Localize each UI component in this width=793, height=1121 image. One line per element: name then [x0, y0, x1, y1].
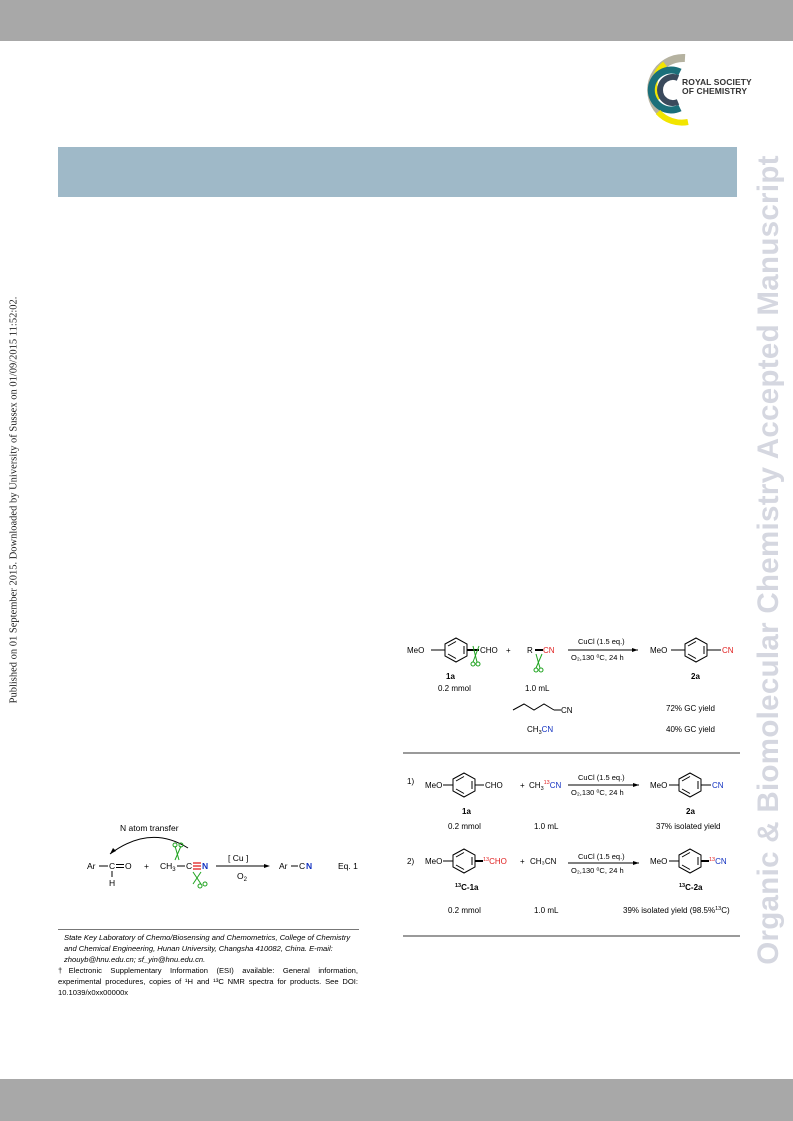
amount-nitrile: 1.0 mL	[525, 684, 550, 693]
bottom-footer-bar	[0, 1079, 793, 1121]
eq1-annotation: N atom transfer	[120, 823, 179, 833]
row2-reagent: CH3CN	[527, 725, 553, 736]
entry2-amount-sm: 0.2 mmol	[448, 906, 481, 915]
row1-cn: CN	[561, 706, 573, 715]
eq1-hydrogen: H	[109, 878, 115, 888]
amount-1a: 0.2 mmol	[438, 684, 471, 693]
product-meo: MeO	[650, 646, 667, 655]
entry1-conditions-top: CuCl (1.5 eq.)	[578, 773, 625, 782]
product-cn: CN	[722, 646, 734, 655]
entry2-reagent: CH₃CN	[530, 857, 557, 866]
eq1-ch3: CH3	[160, 861, 176, 873]
esi-note: †Electronic Supplementary Information (E…	[58, 966, 358, 997]
eq1-oxygen: O	[125, 861, 132, 871]
published-note-text: Published on 01 September 2015. Download…	[8, 296, 20, 704]
entry2-conditions-bottom: O₂,130 ⁰C, 24 h	[571, 866, 624, 875]
conditions-top: CuCl (1.5 eq.)	[578, 637, 625, 646]
entry1-conditions-bottom: O₂,130 ⁰C, 24 h	[571, 788, 624, 797]
label-1a: 1a	[446, 672, 455, 681]
entry1-reagent: CH313CN	[529, 780, 562, 792]
entry2-label-sm: 13C-1a	[455, 883, 479, 892]
scheme-divider-bottom	[403, 935, 740, 937]
entry2-product-benzene	[669, 848, 709, 874]
top-header-bar	[0, 0, 793, 41]
entry1-label-product: 2a	[686, 807, 695, 816]
eq1-oxidant: O2	[237, 871, 248, 883]
eq1-n: N	[202, 861, 208, 871]
scheme-2: 1) MeO CHO + CH313CN CuCl (1.5 eq.) O₂,1…	[407, 772, 730, 915]
logo-line1: ROYAL SOCIETY	[682, 77, 752, 87]
eq1-product-ar: Ar	[279, 861, 288, 871]
label-2a: 2a	[691, 672, 700, 681]
meo-label: MeO	[407, 646, 424, 655]
article-banner	[58, 147, 737, 197]
eq1-product-c: C	[299, 861, 305, 871]
entry1-yield: 37% isolated yield	[656, 822, 720, 831]
plus-sign: +	[506, 646, 511, 655]
entry1-label-sm: 1a	[462, 807, 471, 816]
entry2-number: 2)	[407, 857, 414, 866]
entry1-amount-reagent: 1.0 mL	[534, 822, 559, 831]
entry1-meo: MeO	[425, 781, 442, 790]
entry2-amount-reagent: 1.0 mL	[534, 906, 559, 915]
logo-line2: OF CHEMISTRY	[682, 86, 748, 96]
eq1-label: Eq. 1	[338, 861, 358, 871]
entry2-product-cn: 13CN	[709, 857, 727, 866]
row2-yield: 40% GC yield	[666, 725, 715, 734]
journal-title-text: Organic & Biomolecular Chemistry Accepte…	[752, 155, 785, 965]
entry1-number: 1)	[407, 777, 414, 786]
scissors-icon	[470, 645, 481, 667]
logo-text: ROYAL SOCIETY OF CHEMISTRY	[682, 78, 752, 96]
entry2-label-product: 13C-2a	[679, 883, 703, 892]
entry2-yield: 39% isolated yield (98.5%13C)	[623, 906, 730, 915]
cn-label-red: CN	[543, 646, 555, 655]
eq1-catalyst: [ Cu ]	[228, 853, 248, 863]
scissors-icon-2	[533, 653, 544, 673]
eq1-carbon: C	[109, 861, 115, 871]
entry1-benzene	[443, 772, 484, 798]
r-label: R	[527, 646, 533, 655]
benzene-ring-2a	[671, 637, 721, 663]
benzene-ring-1a	[431, 637, 479, 663]
entry2-conditions-top: CuCl (1.5 eq.)	[578, 852, 625, 861]
butyl-chain	[512, 703, 555, 711]
entry2-plus: +	[520, 857, 525, 866]
logo-ring-teal	[647, 66, 682, 114]
affiliation-text: State Key Laboratory of Chemo/Biosensing…	[64, 933, 351, 964]
conditions-bottom: O₂,130 ⁰C, 24 h	[571, 653, 624, 662]
footnote-rule	[58, 929, 359, 930]
n-transfer-arrow	[109, 836, 189, 855]
rsc-logo	[647, 53, 689, 126]
logo-ring-dark	[657, 74, 680, 106]
entry2-cho: 13CHO	[483, 857, 507, 866]
eq1-ar: Ar	[87, 861, 96, 871]
entry2-benzene	[443, 848, 483, 874]
eq1-c: C	[186, 861, 192, 871]
equation-1: N atom transfer Ar C O H + CH3 C N [ Cu …	[87, 823, 358, 889]
entry2-meo: MeO	[425, 857, 442, 866]
entry1-cho: CHO	[485, 781, 503, 790]
entry1-product-meo: MeO	[650, 781, 667, 790]
scheme-1: MeO CHO + R CN CuCl (1.5 eq.) O₂,130 ⁰C,…	[407, 637, 734, 736]
eq1-product-n: N	[306, 861, 312, 871]
logo-ring-yellow-bottom	[655, 109, 689, 126]
entry1-plus: +	[520, 781, 525, 790]
entry1-product-benzene	[669, 772, 711, 798]
eq1-scissors-icon	[172, 842, 208, 889]
scheme-divider-top	[403, 752, 740, 754]
entry1-amount-sm: 0.2 mmol	[448, 822, 481, 831]
footnotes: State Key Laboratory of Chemo/Biosensing…	[58, 932, 358, 998]
eq1-plus: +	[144, 861, 149, 871]
entry2-product-meo: MeO	[650, 857, 667, 866]
entry1-product-cn: CN	[712, 781, 724, 790]
row1-yield: 72% GC yield	[666, 704, 715, 713]
cho-label: CHO	[480, 646, 498, 655]
